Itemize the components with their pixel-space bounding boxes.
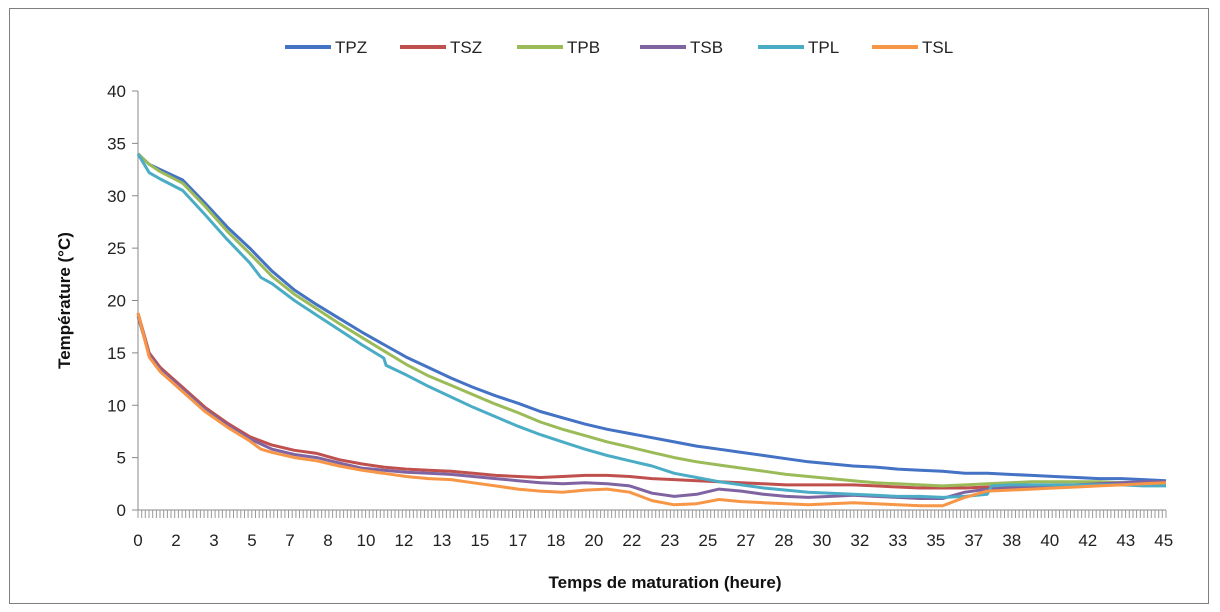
x-tick-label: 13 xyxy=(432,531,451,550)
x-tick-label: 18 xyxy=(546,531,565,550)
series-line-tsb xyxy=(136,315,1166,500)
y-tick-label: 40 xyxy=(107,82,126,101)
x-tick-label: 37 xyxy=(964,531,983,550)
x-tick-label: 5 xyxy=(247,531,256,550)
y-tick-label: 30 xyxy=(107,187,126,206)
x-tick-label: 17 xyxy=(508,531,527,550)
x-tick-label: 30 xyxy=(812,531,831,550)
x-tick-label: 35 xyxy=(926,531,945,550)
x-tick-label: 23 xyxy=(660,531,679,550)
x-tick-label: 10 xyxy=(356,531,375,550)
y-tick-label: 0 xyxy=(117,501,126,520)
x-tick-label: 42 xyxy=(1078,531,1097,550)
x-tick-label: 45 xyxy=(1154,531,1173,550)
x-tick-label: 8 xyxy=(323,531,332,550)
series-line-tsl xyxy=(136,312,1167,508)
series-line-tpb xyxy=(136,152,1167,488)
x-tick-label: 12 xyxy=(394,531,413,550)
x-tick-marks xyxy=(137,510,1167,518)
legend-label-tpb: TPB xyxy=(567,38,600,57)
x-tick-label: 43 xyxy=(1116,531,1135,550)
x-tick-label: 33 xyxy=(888,531,907,550)
y-tick-label: 10 xyxy=(107,396,126,415)
y-tick-label: 5 xyxy=(117,449,126,468)
x-axis: 0 2 3 5 7 8 10 12 13 15 17 18 20 22 23 25 27 28 30 32 33 35 37… xyxy=(133,509,1173,550)
x-tick-label: 27 xyxy=(736,531,755,550)
x-tick-label: 7 xyxy=(285,531,294,550)
legend-label-tsb: TSB xyxy=(690,38,723,57)
y-axis: 0 5 10 15 20 25 30 35 40 xyxy=(107,82,139,520)
plot-series xyxy=(136,152,1167,508)
x-tick-label: 25 xyxy=(698,531,717,550)
y-axis-title: Température (°C) xyxy=(55,232,74,369)
legend-label-tsz: TSZ xyxy=(450,38,482,57)
y-tick-label: 15 xyxy=(107,344,126,363)
legend-label-tpz: TPZ xyxy=(335,38,367,57)
y-tick-label: 20 xyxy=(107,292,126,311)
x-tick-label: 2 xyxy=(171,531,180,550)
legend: TPZ TSZ TPB TSB TPL TSL xyxy=(285,38,953,57)
x-tick-label: 28 xyxy=(774,531,793,550)
x-axis-title: Temps de maturation (heure) xyxy=(549,573,782,592)
series-line-tpl xyxy=(136,153,1166,499)
series-line-tpz xyxy=(136,152,1167,483)
x-tick-label: 20 xyxy=(584,531,603,550)
x-tick-label: 38 xyxy=(1002,531,1021,550)
y-tick-label: 35 xyxy=(107,134,126,153)
legend-label-tpl: TPL xyxy=(808,38,839,57)
legend-label-tsl: TSL xyxy=(922,38,953,57)
x-tick-label: 40 xyxy=(1040,531,1059,550)
x-tick-label: 15 xyxy=(470,531,489,550)
series-line-tsz xyxy=(136,312,1166,490)
x-tick-label: 22 xyxy=(622,531,641,550)
x-tick-label: 0 xyxy=(133,531,142,550)
chart-frame xyxy=(9,8,1209,604)
x-tick-label: 32 xyxy=(850,531,869,550)
y-tick-label: 25 xyxy=(107,239,126,258)
x-tick-label: 3 xyxy=(209,531,218,550)
